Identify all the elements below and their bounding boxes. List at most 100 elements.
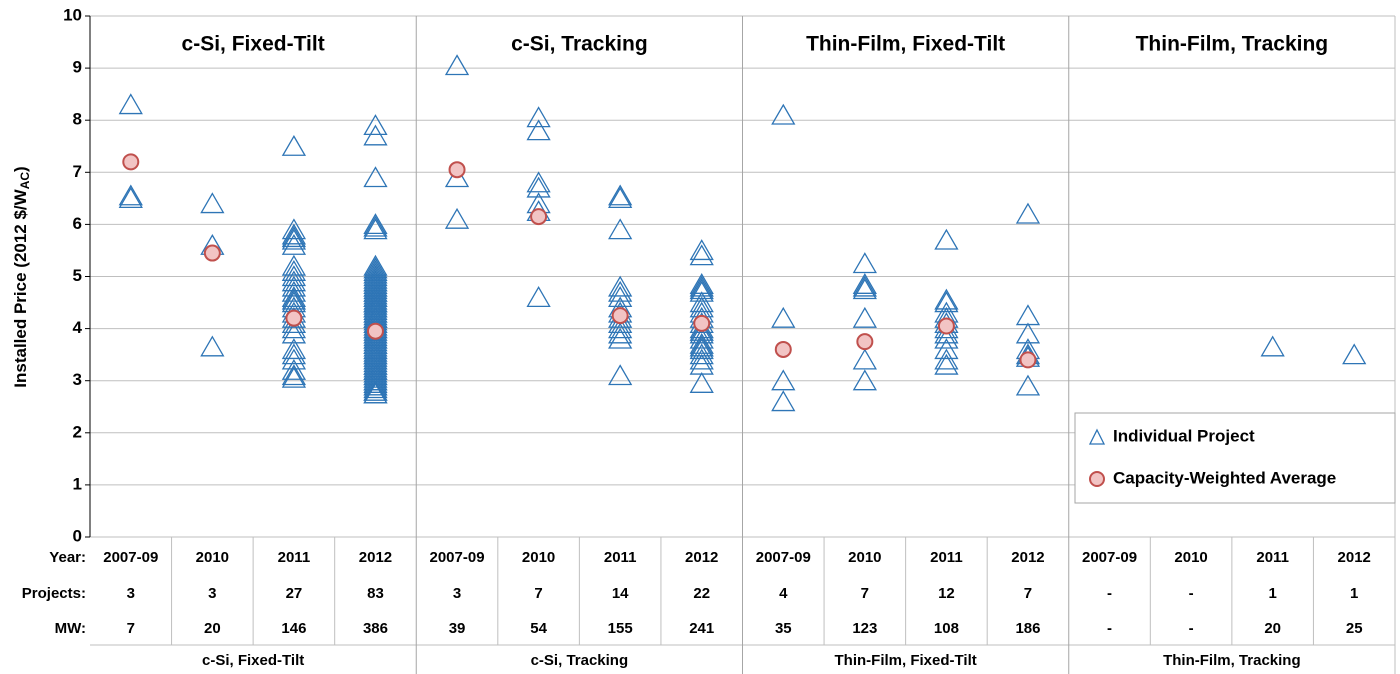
project-point: [200, 335, 225, 357]
projects-label: 7: [534, 585, 542, 602]
project-point: [363, 382, 388, 404]
average-point: [693, 314, 711, 332]
project-point: [281, 358, 307, 380]
year-label: 2012: [359, 549, 392, 566]
projects-label: 3: [127, 585, 135, 602]
mw-label: -: [1189, 620, 1194, 637]
project-point: [689, 239, 714, 261]
year-label: 2011: [1256, 549, 1289, 566]
project-point: [281, 254, 307, 276]
project-point: [852, 252, 877, 274]
project-point: [363, 218, 388, 240]
project-point: [281, 275, 307, 297]
project-point: [363, 327, 388, 349]
year-label: 2010: [1174, 549, 1207, 566]
y-tick-label: 10: [63, 5, 82, 24]
year-label: 2010: [848, 549, 881, 566]
project-point: [689, 280, 714, 302]
y-tick-label: 7: [73, 162, 82, 181]
project-point: [608, 327, 633, 349]
project-point: [281, 280, 307, 302]
project-point: [363, 114, 388, 136]
average-point: [122, 153, 140, 171]
project-point: [363, 291, 388, 313]
project-point: [1260, 335, 1285, 357]
average-point: [937, 317, 955, 335]
projects-label: 3: [208, 585, 216, 602]
y-tick-label: 6: [73, 214, 82, 233]
y-tick-label: 8: [73, 110, 82, 129]
average-point: [856, 333, 874, 351]
project-point: [852, 369, 877, 391]
project-point: [281, 366, 307, 388]
mw-label: 7: [127, 620, 135, 637]
project-point: [771, 306, 796, 328]
project-point: [363, 213, 388, 235]
project-point: [526, 176, 551, 198]
project-point: [363, 366, 388, 388]
year-label: 2010: [196, 549, 229, 566]
project-point: [363, 374, 388, 396]
average-point: [285, 309, 303, 327]
project-point: [118, 93, 143, 115]
y-label-suffix: ): [11, 166, 30, 172]
project-point: [689, 332, 714, 354]
average-point: [203, 244, 221, 262]
year-label: 2012: [1011, 549, 1044, 566]
project-point: [444, 207, 470, 229]
project-point: [852, 273, 877, 294]
project-point: [608, 280, 633, 302]
average-point: [448, 161, 466, 179]
mw-label: 35: [775, 620, 792, 637]
project-point: [689, 322, 714, 344]
mw-label: 20: [204, 620, 221, 637]
row-label: Projects:: [22, 585, 86, 602]
project-point: [363, 215, 388, 237]
project-point: [689, 343, 714, 365]
year-label: 2010: [522, 549, 555, 566]
average-point: [611, 307, 629, 325]
project-point: [281, 286, 307, 307]
project-point: [118, 184, 143, 206]
project-point: [526, 106, 551, 128]
y-tick-label: 5: [73, 266, 82, 285]
year-label: 2007-09: [103, 549, 158, 566]
project-point: [934, 338, 959, 360]
y-tick-label: 1: [73, 474, 82, 493]
mw-label: 155: [608, 620, 633, 637]
project-point: [363, 358, 388, 380]
project-point: [281, 223, 307, 245]
project-point: [444, 166, 470, 188]
projects-label: 14: [612, 585, 629, 602]
year-label: 2007-09: [756, 549, 811, 566]
project-point: [363, 369, 388, 391]
panel-footer: Thin-Film, Tracking: [1163, 652, 1301, 669]
projects-label: 27: [286, 585, 303, 602]
panel-footer: c-Si, Tracking: [531, 652, 629, 669]
projects-label: 12: [938, 585, 955, 602]
panel-title: Thin-Film, Fixed-Tilt: [806, 33, 1005, 56]
project-point: [689, 327, 714, 349]
project-point: [608, 317, 633, 339]
y-tick-label: 9: [73, 58, 82, 77]
year-label: 2012: [685, 549, 718, 566]
project-point: [1015, 374, 1041, 396]
project-point: [363, 286, 388, 307]
project-point: [608, 364, 633, 386]
y-tick-label: 0: [73, 526, 82, 545]
legend-label: Capacity-Weighted Average: [1113, 468, 1336, 487]
project-point: [118, 187, 143, 209]
project-point: [281, 288, 307, 310]
y-tick-label: 2: [73, 422, 82, 441]
project-point: [852, 275, 877, 297]
project-point: [281, 364, 307, 386]
project-point: [1015, 202, 1041, 224]
panel-title: c-Si, Tracking: [511, 33, 648, 56]
project-point: [363, 353, 388, 375]
project-point: [608, 275, 633, 297]
average-point: [1019, 351, 1037, 369]
project-point: [281, 226, 307, 248]
project-point: [526, 119, 551, 141]
project-point: [1342, 343, 1367, 365]
